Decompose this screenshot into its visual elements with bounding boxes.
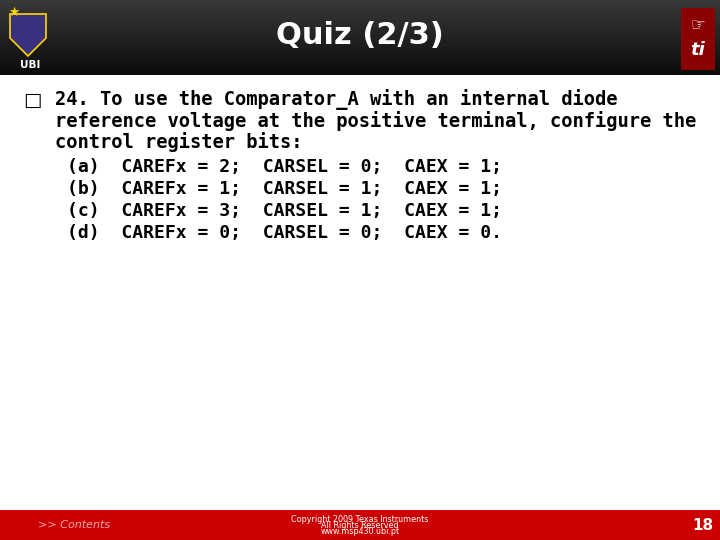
Bar — [0, 28, 720, 29]
Bar — [0, 55, 720, 56]
Bar — [0, 14, 720, 15]
Bar — [0, 56, 720, 57]
Bar — [0, 11, 720, 12]
Bar — [0, 73, 720, 74]
Bar — [0, 38, 720, 39]
Text: 24. To use the Comparator_A with an internal diode: 24. To use the Comparator_A with an inte… — [55, 90, 618, 111]
Text: ti: ti — [690, 41, 706, 59]
Bar — [0, 27, 720, 28]
Bar — [0, 15, 720, 16]
Bar — [0, 50, 720, 51]
Bar — [0, 32, 720, 33]
Bar — [0, 57, 720, 58]
Text: control register bits:: control register bits: — [55, 132, 302, 152]
Bar — [0, 35, 720, 36]
Bar — [0, 1, 720, 2]
Bar — [0, 59, 720, 60]
Bar — [0, 69, 720, 70]
Bar — [0, 52, 720, 53]
Bar — [0, 40, 720, 41]
Bar — [0, 25, 720, 26]
Bar — [0, 5, 720, 6]
Text: >> Contents: >> Contents — [38, 520, 110, 530]
Bar — [0, 68, 720, 69]
Bar — [0, 49, 720, 50]
Bar — [0, 19, 720, 21]
Text: Copyright 2009 Texas Instruments: Copyright 2009 Texas Instruments — [292, 516, 428, 524]
Bar — [0, 42, 720, 43]
Bar — [0, 31, 720, 32]
Bar — [0, 71, 720, 72]
Bar — [0, 17, 720, 18]
Bar — [0, 23, 720, 24]
Bar — [0, 8, 720, 9]
Bar — [0, 53, 720, 55]
Bar — [0, 30, 720, 31]
Bar — [0, 2, 720, 3]
Bar — [0, 9, 720, 10]
Text: UBI: UBI — [20, 60, 40, 70]
Bar — [0, 22, 720, 23]
Bar — [0, 60, 720, 61]
Text: □: □ — [23, 91, 41, 110]
Text: All Rights Reserved: All Rights Reserved — [321, 522, 399, 530]
Bar — [681, 8, 715, 70]
Bar — [0, 33, 720, 35]
Text: (a)  CAREFx = 2;  CARSEL = 0;  CAEX = 1;: (a) CAREFx = 2; CARSEL = 0; CAEX = 1; — [67, 158, 502, 176]
Bar — [0, 26, 720, 27]
Text: (d)  CAREFx = 0;  CARSEL = 0;  CAEX = 0.: (d) CAREFx = 0; CARSEL = 0; CAEX = 0. — [67, 224, 502, 242]
Bar — [0, 3, 720, 4]
Bar — [0, 510, 720, 540]
Bar — [0, 66, 720, 68]
Bar — [0, 64, 720, 65]
Bar — [0, 51, 720, 52]
Bar — [0, 10, 720, 11]
Text: Quiz (2/3): Quiz (2/3) — [276, 22, 444, 51]
Text: ★: ★ — [8, 6, 19, 19]
Text: (c)  CAREFx = 3;  CARSEL = 1;  CAEX = 1;: (c) CAREFx = 3; CARSEL = 1; CAEX = 1; — [67, 202, 502, 220]
Text: (b)  CAREFx = 1;  CARSEL = 1;  CAEX = 1;: (b) CAREFx = 1; CARSEL = 1; CAEX = 1; — [67, 180, 502, 198]
Bar — [0, 24, 720, 25]
Bar — [0, 21, 720, 22]
Polygon shape — [10, 14, 46, 56]
Bar — [0, 65, 720, 66]
Text: ☞: ☞ — [690, 16, 706, 34]
Bar — [0, 41, 720, 42]
Bar — [0, 39, 720, 40]
Text: www.msp430.ubi.pt: www.msp430.ubi.pt — [320, 528, 400, 537]
Bar — [0, 6, 720, 8]
Bar — [0, 45, 720, 46]
Bar — [0, 18, 720, 19]
Bar — [0, 61, 720, 62]
Bar — [0, 44, 720, 45]
Bar — [0, 74, 720, 75]
Bar — [0, 62, 720, 63]
Bar — [0, 37, 720, 38]
Bar — [0, 29, 720, 30]
Bar — [0, 12, 720, 13]
Bar — [0, 43, 720, 44]
Bar — [0, 13, 720, 14]
Bar — [0, 16, 720, 17]
Bar — [0, 48, 720, 49]
Bar — [0, 58, 720, 59]
Bar — [0, 46, 720, 47]
Bar — [0, 4, 720, 5]
Bar — [0, 36, 720, 37]
Text: 18: 18 — [693, 517, 714, 532]
Text: reference voltage at the positive terminal, configure the: reference voltage at the positive termin… — [55, 111, 696, 131]
Bar — [0, 72, 720, 73]
Bar — [0, 75, 720, 510]
Bar — [0, 0, 720, 1]
Bar — [0, 70, 720, 71]
Bar — [0, 63, 720, 64]
Bar — [0, 47, 720, 48]
